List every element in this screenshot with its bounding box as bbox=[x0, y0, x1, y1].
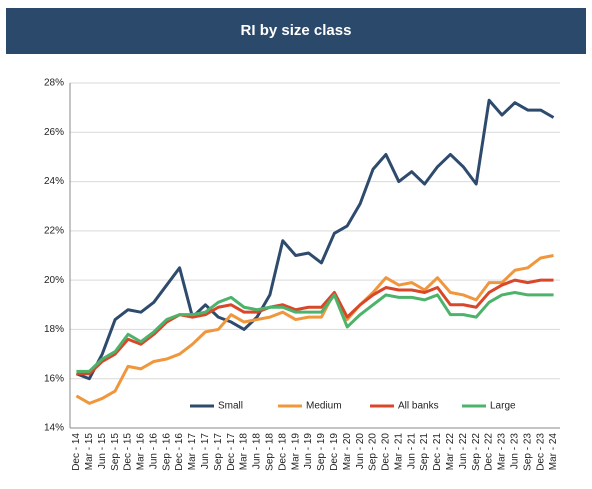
x-tick-label: Sep - 15 bbox=[110, 433, 121, 471]
x-tick-label: Mar - 16 bbox=[136, 433, 147, 471]
x-tick-label: Dec - 17 bbox=[226, 433, 237, 471]
x-tick-label: Jun - 19 bbox=[303, 433, 314, 470]
y-tick-label: 26% bbox=[44, 127, 64, 138]
x-tick-label: Sep - 22 bbox=[471, 433, 482, 471]
y-tick-label: 16% bbox=[44, 373, 64, 384]
series-line bbox=[75, 254, 554, 405]
x-tick-label: Jun - 20 bbox=[355, 433, 366, 470]
x-tick-label: Mar - 17 bbox=[187, 433, 198, 471]
legend-label: Small bbox=[218, 401, 243, 412]
y-tick-label: 28% bbox=[44, 78, 64, 89]
x-tick-label: Jun - 17 bbox=[200, 433, 211, 470]
y-tick-label: 14% bbox=[44, 423, 64, 434]
x-tick-label: Mar - 23 bbox=[497, 433, 508, 471]
x-tick-label: Jun - 18 bbox=[252, 433, 263, 470]
x-tick-label: Sep - 23 bbox=[522, 433, 533, 471]
y-tick-label: 18% bbox=[44, 324, 64, 335]
x-tick-label: Jun - 21 bbox=[406, 433, 417, 470]
x-tick-label: Mar - 15 bbox=[84, 433, 95, 471]
x-tick-label: Dec - 21 bbox=[432, 433, 443, 471]
x-tick-label: Sep - 20 bbox=[368, 433, 379, 471]
x-tick-label: Sep - 21 bbox=[419, 433, 430, 471]
x-tick-label: Mar - 22 bbox=[445, 433, 456, 471]
legend-label: All banks bbox=[398, 401, 439, 412]
series-line bbox=[75, 98, 555, 381]
x-tick-label: Sep - 19 bbox=[316, 433, 327, 471]
x-tick-label: Mar - 18 bbox=[239, 433, 250, 471]
x-tick-label: Dec - 15 bbox=[123, 433, 134, 471]
x-tick-label: Jun - 22 bbox=[458, 433, 469, 470]
x-tick-label: Dec - 23 bbox=[535, 433, 546, 471]
x-tick-label: Dec - 18 bbox=[277, 433, 288, 471]
chart-title: RI by size class bbox=[241, 22, 352, 39]
legend-label: Large bbox=[490, 401, 516, 412]
x-tick-label: Jun - 16 bbox=[148, 433, 159, 470]
x-tick-label: Mar - 21 bbox=[393, 433, 404, 471]
x-tick-label: Mar - 19 bbox=[290, 433, 301, 471]
legend-label: Medium bbox=[306, 401, 342, 412]
x-tick-label: Dec - 19 bbox=[329, 433, 340, 471]
y-tick-label: 20% bbox=[44, 275, 64, 286]
x-tick-label: Mar - 20 bbox=[342, 433, 353, 471]
y-tick-label: 22% bbox=[44, 225, 64, 236]
x-tick-label: Dec - 16 bbox=[174, 433, 185, 471]
x-tick-label: Sep - 16 bbox=[161, 433, 172, 471]
x-tick-label: Jun - 23 bbox=[510, 433, 521, 470]
series-line bbox=[76, 290, 554, 373]
x-tick-label: Jun - 15 bbox=[97, 433, 108, 470]
title-bar bbox=[6, 8, 586, 54]
x-tick-label: Dec - 20 bbox=[381, 433, 392, 471]
x-tick-label: Sep - 17 bbox=[213, 433, 224, 471]
x-tick-label: Dec - 22 bbox=[484, 433, 495, 471]
x-tick-label: Dec - 14 bbox=[71, 433, 82, 471]
x-tick-label: Mar - 24 bbox=[548, 433, 559, 471]
x-tick-label: Sep - 18 bbox=[265, 433, 276, 471]
y-tick-label: 24% bbox=[44, 176, 64, 187]
series-line bbox=[76, 278, 554, 376]
